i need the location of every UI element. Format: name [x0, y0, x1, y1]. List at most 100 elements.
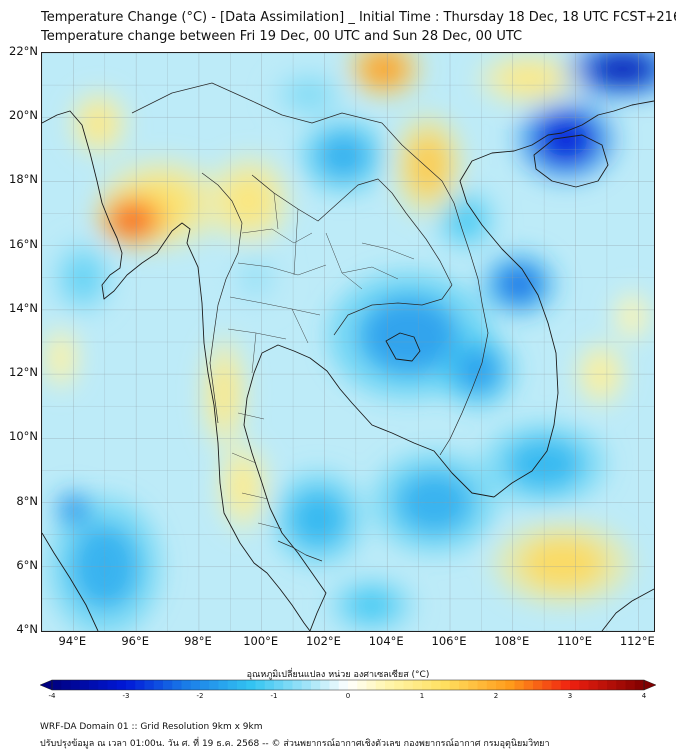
colorbar-cell: [486, 680, 497, 690]
colorbar-cell: [237, 680, 247, 690]
colorbar-cell: [320, 680, 330, 690]
latitude-tick-label: 16°N: [9, 236, 38, 251]
anomaly-blob: [289, 489, 347, 548]
colorbar-cell: [579, 680, 589, 690]
border-thailand-malaysia: [277, 540, 323, 562]
latitude-tick-label: 10°N: [9, 429, 38, 444]
latitude-tick-label: 8°N: [16, 493, 38, 508]
colorbar-tick-label: -4: [48, 692, 56, 700]
latitude-tick-label: 4°N: [16, 622, 38, 636]
tonle-sap-lake: [385, 332, 421, 362]
coastline-vietnam: [459, 132, 563, 498]
colorbar-cell: [227, 680, 238, 690]
colorbar-cell: [181, 680, 192, 690]
colorbar-cell: [394, 680, 404, 690]
colorbar-cell: [597, 680, 608, 690]
colorbar-cell: [89, 680, 99, 690]
colorbar-cell: [172, 680, 182, 690]
anomaly-blob: [286, 79, 332, 111]
colorbar-tick-label: 0: [345, 692, 351, 700]
colorbar-cell: [412, 680, 423, 690]
latitude-tick-label: 18°N: [9, 172, 38, 187]
latitude-tick-label: 6°N: [16, 557, 38, 572]
colorbar-cell: [366, 680, 377, 690]
colorbar-cell: [246, 680, 256, 690]
anomaly-blob: [407, 134, 449, 197]
colorbar-cell: [283, 680, 293, 690]
anomaly-blob: [361, 53, 407, 87]
coastline-andaman: [42, 110, 311, 631]
colorbar-cell: [200, 680, 210, 690]
colorbar-cell: [607, 680, 617, 690]
colorbar-cell: [385, 680, 395, 690]
colorbar-cell: [255, 680, 266, 690]
colorbar-cell: [61, 680, 71, 690]
colorbar-cell: [274, 680, 284, 690]
anomaly-blob: [81, 104, 116, 143]
colorbar-tick-label: -2: [196, 692, 204, 700]
longitude-tick-label: 102°E: [305, 634, 341, 648]
colorbar-cell: [135, 680, 145, 690]
colorbar-tick-label: 1: [419, 692, 425, 700]
colorbar-tick-label: 2: [493, 692, 499, 700]
colorbar-tick-label: -3: [122, 692, 130, 700]
colorbar-cell: [560, 680, 571, 690]
longitude-tick-label: 98°E: [184, 634, 212, 648]
colorbar-cell: [311, 680, 321, 690]
colorbar-cell: [348, 680, 358, 690]
colorbar-cell: [190, 680, 201, 690]
colorbar-cell: [422, 680, 432, 690]
colorbar-cell: [477, 680, 488, 690]
colorbar-cell: [468, 680, 478, 690]
anomaly-blob: [316, 132, 370, 179]
colorbar-cell: [542, 680, 552, 690]
latitude-tick-label: 14°N: [9, 300, 38, 315]
border-laos-vietnam: [381, 122, 483, 304]
colorbar-cell: [70, 680, 81, 690]
map-subtitle: Temperature change between Fri 19 Dec, 0…: [41, 29, 523, 44]
colorbar-min-extension: [40, 679, 53, 691]
colorbar: [40, 679, 656, 691]
longitude-tick-label: 94°E: [58, 634, 87, 648]
map-panel: [41, 52, 655, 632]
colorbar-cell: [329, 680, 340, 690]
coastlines-and-borders: [42, 82, 654, 631]
coastline-south-china: [561, 100, 654, 134]
colorbar-cell: [79, 680, 90, 690]
colorbar-tick-label: 3: [567, 692, 573, 700]
anomaly-blob: [49, 338, 73, 378]
coastline-borneo: [601, 588, 654, 631]
longitude-tick-label: 104°E: [368, 634, 404, 648]
anomaly-blob: [345, 587, 398, 623]
colorbar-cell: [126, 680, 136, 690]
colorbar-tick-label: 4: [641, 692, 647, 700]
longitude-tick-label: 110°E: [557, 634, 593, 648]
map-title: Temperature Change (°C) - [Data Assimila…: [41, 10, 676, 25]
colorbar-cell: [375, 680, 386, 690]
colorbar-cell: [616, 680, 626, 690]
border-myanmar-thailand: [201, 172, 243, 424]
anomaly-blob: [498, 63, 559, 95]
colorbar-cell: [505, 680, 515, 690]
colorbar-cell: [52, 680, 62, 690]
colorbar-cell: [514, 680, 525, 690]
colorbar-cell: [153, 680, 164, 690]
anomaly-blob: [535, 114, 597, 165]
longitude-tick-label: 96°E: [121, 634, 149, 648]
border-thailand-laos: [251, 174, 453, 286]
colorbar-outline: [51, 679, 645, 691]
border-cambodia-vietnam: [439, 302, 489, 456]
anomaly-blob: [110, 202, 156, 238]
anomaly-blob: [210, 358, 238, 429]
colorbar-cell: [98, 680, 108, 690]
anomaly-blob: [224, 173, 274, 228]
colorbar-cell: [625, 680, 636, 690]
coastline-hainan: [533, 134, 609, 188]
border-thailand-cambodia: [333, 284, 453, 336]
anomaly-blob: [620, 300, 644, 332]
colorbar-cell: [357, 680, 367, 690]
colorbar-cell: [107, 680, 118, 690]
colorbar-cell: [301, 680, 312, 690]
latitude-tick-label: 20°N: [9, 108, 38, 123]
colorbar-tick-label: -1: [270, 692, 278, 700]
